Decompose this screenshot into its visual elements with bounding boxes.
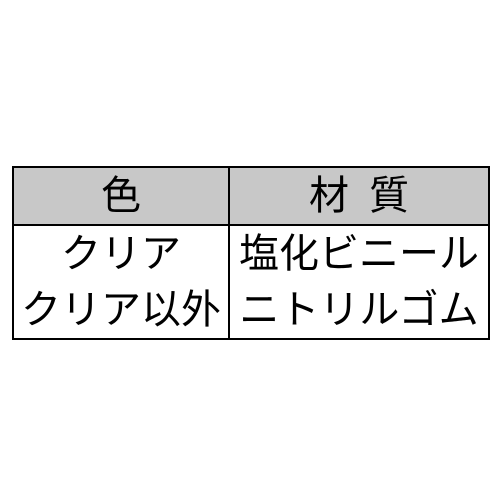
cell-material-1: ニトリルゴム	[229, 282, 489, 339]
table-row: クリア以外 ニトリルゴム	[13, 282, 489, 339]
header-material: 材質	[229, 167, 489, 225]
cell-material-0: 塩化ビニール	[229, 225, 489, 282]
table-row: クリア 塩化ビニール	[13, 225, 489, 282]
table-header-row: 色 材質	[13, 167, 489, 225]
material-table: 色 材質 クリア 塩化ビニール クリア以外 ニトリルゴム	[12, 166, 490, 340]
header-color: 色	[13, 167, 229, 225]
cell-color-0: クリア	[13, 225, 229, 282]
cell-color-1: クリア以外	[13, 282, 229, 339]
